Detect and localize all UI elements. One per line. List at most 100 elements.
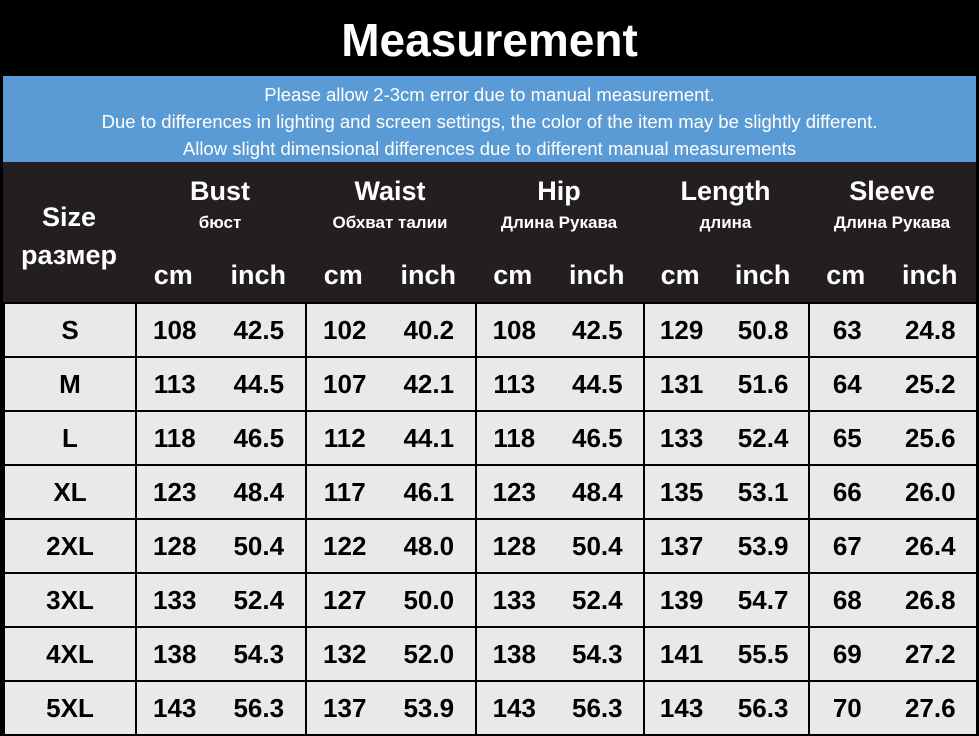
column-name-ru: бюст [198, 213, 242, 232]
cm-cell: 113 [475, 356, 552, 412]
cm-cell: 123 [135, 464, 213, 520]
cm-cell: 137 [305, 680, 383, 736]
unit-cm: cm [323, 260, 363, 290]
inch-cell: 53.9 [718, 518, 810, 574]
note-line: Please allow 2-3cm error due to manual m… [264, 84, 715, 105]
table-row: 2XL 128 50.4 122 48.0 128 50.4 137 53.9 67 26.4 [3, 518, 978, 574]
cm-cell: 66 [807, 464, 885, 520]
inch-cell: 56.3 [551, 680, 645, 736]
inch-cell: 50.0 [382, 572, 477, 628]
inch-cell: 55.5 [718, 626, 810, 682]
size-cell: S [3, 302, 137, 358]
column-header: Bust бюст [135, 176, 305, 233]
inch-cell: 50.4 [212, 518, 307, 574]
column-name: Length [680, 176, 771, 206]
column-name: Bust [190, 176, 250, 206]
inch-cell: 56.3 [212, 680, 307, 736]
unit-cm: cm [153, 260, 193, 290]
size-table: S 108 42.5 102 40.2 108 42.5 129 50.8 63 24.8 M 113 4… [3, 302, 978, 736]
cm-cell: 143 [135, 680, 213, 736]
cm-cell: 65 [807, 410, 885, 466]
inch-cell: 52.4 [551, 572, 645, 628]
inch-cell: 42.5 [212, 302, 307, 358]
cm-cell: 107 [305, 356, 383, 412]
inch-cell: 53.1 [718, 464, 810, 520]
inch-cell: 44.1 [382, 410, 477, 466]
inch-cell: 48.0 [382, 518, 477, 574]
inch-cell: 25.2 [884, 356, 978, 412]
inch-cell: 42.5 [551, 302, 645, 358]
inch-cell: 26.8 [884, 572, 978, 628]
unit-cm: cm [493, 260, 533, 290]
cm-cell: 138 [475, 626, 552, 682]
column-name-ru: длина [699, 213, 752, 232]
cm-cell: 135 [642, 464, 719, 520]
cm-cell: 143 [642, 680, 719, 736]
column-name-ru: Длина Рукава [833, 213, 951, 232]
unit-inch: inch [569, 260, 625, 290]
inch-cell: 52.4 [212, 572, 307, 628]
cm-cell: 137 [642, 518, 719, 574]
cm-cell: 113 [135, 356, 213, 412]
inch-cell: 46.5 [212, 410, 307, 466]
inch-cell: 44.5 [551, 356, 645, 412]
cm-cell: 133 [475, 572, 552, 628]
cm-cell: 108 [135, 302, 213, 358]
inch-cell: 50.8 [718, 302, 810, 358]
unit-inch: inch [734, 260, 791, 290]
inch-cell: 48.4 [551, 464, 645, 520]
cm-cell: 112 [305, 410, 383, 466]
inch-cell: 44.5 [212, 356, 307, 412]
inch-cell: 27.2 [884, 626, 978, 682]
cm-cell: 128 [475, 518, 552, 574]
column-header: Hip Длина Рукава [475, 176, 643, 233]
table-row: M 113 44.5 107 42.1 113 44.5 131 51.6 64 25.2 [3, 356, 978, 412]
unit-cm: cm [660, 260, 700, 290]
inch-cell: 26.0 [884, 464, 978, 520]
size-cell: 3XL [3, 572, 137, 628]
inch-cell: 27.6 [884, 680, 978, 736]
cm-cell: 138 [135, 626, 213, 682]
column-header: Waist Обхват талии [305, 176, 475, 233]
cm-cell: 67 [807, 518, 885, 574]
column-header: Length длина [643, 176, 808, 233]
cm-cell: 63 [807, 302, 885, 358]
cm-cell: 123 [475, 464, 552, 520]
inch-cell: 46.5 [551, 410, 645, 466]
column-name-ru: Обхват талии [332, 213, 448, 232]
cm-cell: 118 [135, 410, 213, 466]
table-header: Size размер Bust бюст cm inch Waist Обхват тали… [3, 162, 976, 302]
column-header: Sleeve Длина Рукава [808, 176, 976, 233]
cm-cell: 117 [305, 464, 383, 520]
inch-cell: 56.3 [718, 680, 810, 736]
inch-cell: 40.2 [382, 302, 477, 358]
inch-cell: 54.3 [551, 626, 645, 682]
inch-cell: 52.0 [382, 626, 477, 682]
size-cell: 2XL [3, 518, 137, 574]
size-header: Size размер [3, 198, 135, 274]
page-title: Measurement [0, 0, 979, 76]
cm-cell: 132 [305, 626, 383, 682]
cm-cell: 69 [807, 626, 885, 682]
unit-inch: inch [902, 260, 958, 290]
table-row: 4XL 138 54.3 132 52.0 138 54.3 141 55.5 69 27.2 [3, 626, 978, 682]
cm-cell: 129 [642, 302, 719, 358]
inch-cell: 24.8 [884, 302, 978, 358]
cm-cell: 127 [305, 572, 383, 628]
cm-cell: 68 [807, 572, 885, 628]
table-row: L 118 46.5 112 44.1 118 46.5 133 52.4 65 25.6 [3, 410, 978, 466]
inch-cell: 46.1 [382, 464, 477, 520]
column-name: Waist [354, 176, 426, 206]
unit-inch: inch [400, 260, 456, 290]
table-row: 5XL 143 56.3 137 53.9 143 56.3 143 56.3 70 27.6 [3, 680, 978, 736]
cm-cell: 64 [807, 356, 885, 412]
column-name-ru: Длина Рукава [500, 213, 618, 232]
inch-cell: 50.4 [551, 518, 645, 574]
inch-cell: 25.6 [884, 410, 978, 466]
cm-cell: 141 [642, 626, 719, 682]
cm-cell: 133 [642, 410, 719, 466]
inch-cell: 52.4 [718, 410, 810, 466]
size-cell: L [3, 410, 137, 466]
cm-cell: 70 [807, 680, 885, 736]
cm-cell: 128 [135, 518, 213, 574]
